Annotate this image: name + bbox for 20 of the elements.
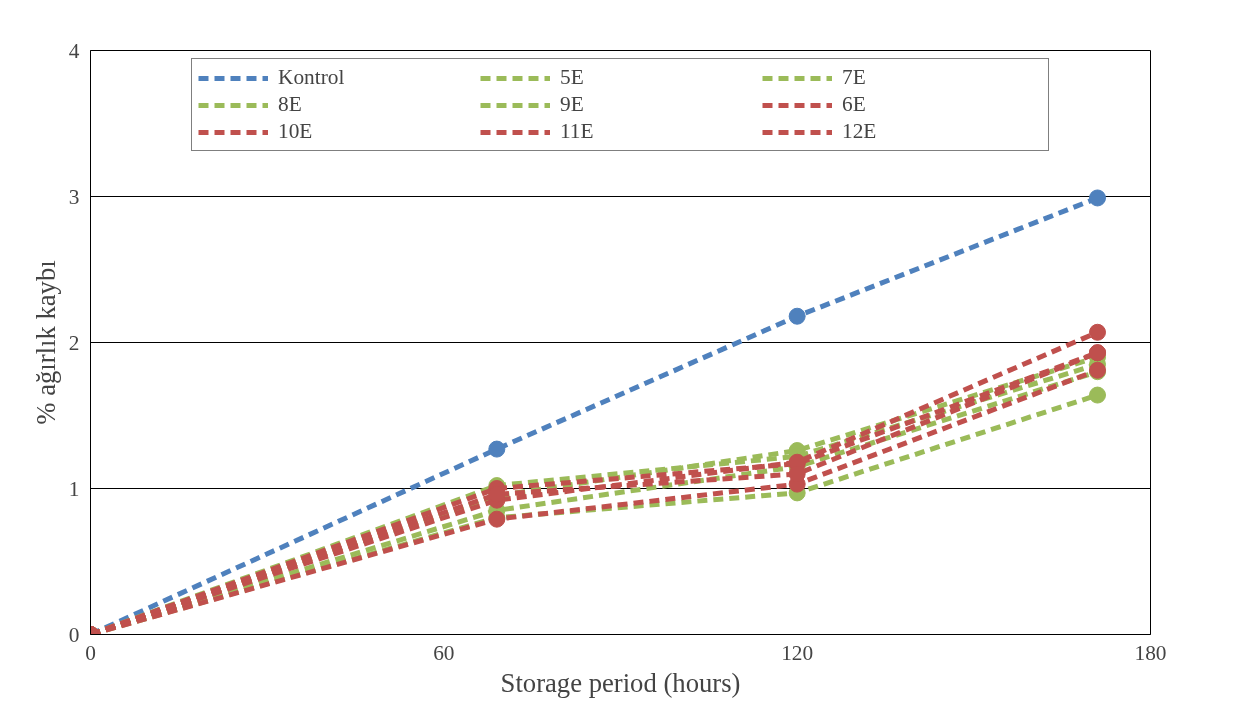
x-tick-label: 180 <box>1134 640 1167 665</box>
legend-label: 8E <box>278 92 303 117</box>
y-tick-label: 4 <box>68 38 80 63</box>
legend-label: 6E <box>842 92 867 117</box>
y-tick-label: 3 <box>68 184 80 209</box>
x-tick-label: 120 <box>781 640 814 665</box>
y-tick-label: 0 <box>68 622 80 647</box>
legend-label: 5E <box>560 65 585 90</box>
x-tick-label: 60 <box>433 640 455 665</box>
x-axis-title: Storage period (hours) <box>500 667 741 698</box>
legend-label: 11E <box>560 119 595 144</box>
legend-label: 10E <box>278 119 314 144</box>
legend-label: 9E <box>560 92 585 117</box>
legend-label: 12E <box>842 119 878 144</box>
y-axis-title: % ağırlık kaybı <box>30 260 61 425</box>
legend-label: 7E <box>842 65 867 90</box>
x-tick-label: 0 <box>85 640 96 665</box>
legend-label: Kontrol <box>278 65 346 90</box>
y-tick-label: 2 <box>68 330 80 355</box>
y-tick-label: 1 <box>68 476 80 501</box>
